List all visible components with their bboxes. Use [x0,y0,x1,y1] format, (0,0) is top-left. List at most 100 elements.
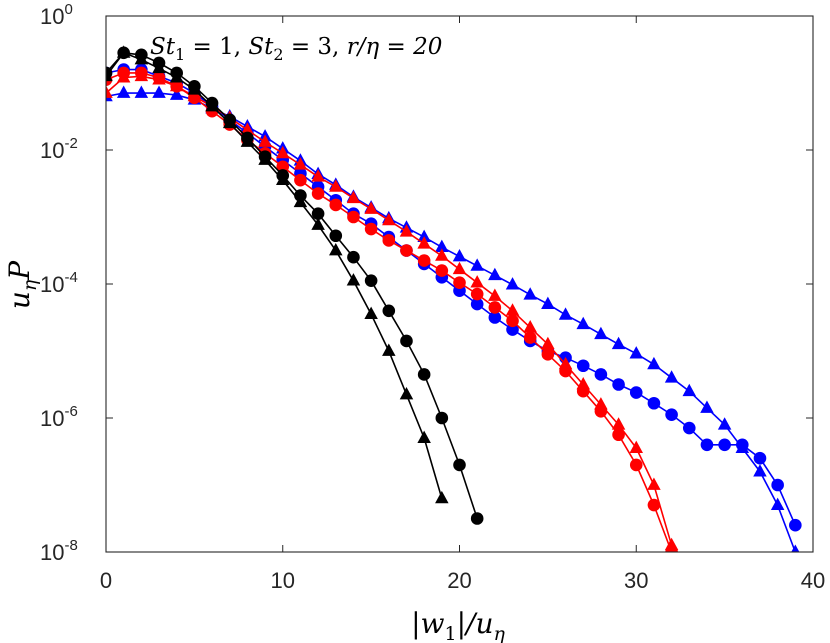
black-circle-marker [106,66,113,80]
red-triangle-marker [417,236,431,249]
black-circle-marker [417,368,431,381]
black-triangle-marker [382,343,396,356]
red-triangle-marker [346,190,361,204]
blue-triangle-marker [169,87,184,100]
blue-circle-line [106,68,797,526]
red-circle-marker [665,545,678,552]
st2-subscript: 2 [273,45,283,64]
series-clip-group [106,45,802,552]
blue-triangle-marker [647,356,661,370]
blue-circle-marker [682,421,696,435]
red-circle-marker [506,314,519,328]
black-circle-marker [453,458,466,472]
black-circle-marker [135,48,148,62]
blue-triangle-marker [470,258,484,271]
x-tick-label: 20 [447,568,471,593]
red-circle-marker [541,348,555,361]
black-triangle-marker [364,306,378,320]
red-circle-marker [647,498,661,512]
blue-circle-marker [700,438,714,452]
series-layer [106,45,802,552]
blue-triangle-marker [664,370,679,383]
y-tick-label: 10-2 [40,135,78,163]
y-axis-label: uηP [3,260,41,309]
red-triangle-marker [488,288,502,301]
st1-value: = 1, [185,34,248,60]
black-circle-marker [364,274,378,287]
red-triangle-marker [505,303,520,316]
red-circle-marker [523,331,537,344]
blue-triangle-marker [700,400,714,413]
red-triangle-marker [329,179,343,192]
black-circle-line [106,51,478,519]
black-circle-marker [329,229,343,243]
blue-circle-marker [594,368,608,381]
parameter-annotation: St1 = 1, St2 = 3, r/η = 20 [150,34,442,64]
black-circle-marker [276,169,290,182]
x-axis-label-right: |/u [457,607,494,640]
blue-triangle-marker [717,417,732,430]
blue-triangle-marker [753,464,767,477]
red-circle-marker [188,91,201,105]
blue-triangle-marker [791,544,800,552]
y-tick-base: 10 [40,138,64,163]
red-triangle-marker [106,85,113,98]
red-triangle-marker [647,477,661,490]
blue-circle-marker [771,478,784,492]
blue-triangle-marker [152,85,166,98]
blue-circle-marker [506,323,519,336]
st2-value: = 3, [284,34,347,60]
y-tick-label: 10-8 [40,537,78,565]
red-triangle-marker [399,224,414,237]
blue-triangle-marker [523,287,537,300]
black-circle-marker [117,46,130,60]
red-triangle-marker [364,201,378,214]
red-triangle-marker [452,261,467,275]
blue-triangle-marker [435,239,449,253]
y-tick-label: 10-4 [40,269,78,297]
red-circle-marker [152,71,166,84]
black-circle-marker [311,207,325,220]
blue-circle-marker [753,451,767,465]
x-tick-label: 40 [801,568,825,593]
black-circle-marker [382,304,396,318]
black-triangle-marker [399,387,414,400]
blue-triangle-marker [629,346,643,359]
st2-symbol: St [248,34,274,60]
y-tick-exponent: -4 [64,269,77,286]
red-circle-marker [329,198,343,212]
blue-triangle-marker [452,249,467,262]
blue-triangle-marker [770,497,785,510]
black-triangle-marker [435,490,449,504]
red-circle-marker [364,222,378,236]
blue-circle-marker [647,396,661,410]
red-circle-marker [594,405,608,418]
blue-triangle-marker [611,336,626,350]
blue-triangle-marker [116,85,131,98]
red-circle-marker [629,458,643,472]
blue-circle-marker [576,359,590,373]
x-axis-label-sub: 1 [445,623,457,643]
red-triangle-marker [293,157,308,170]
red-triangle-marker [311,169,325,182]
red-triangle-marker [240,122,255,135]
red-circle-marker [347,210,360,224]
st1-symbol: St [150,34,176,60]
red-circle-marker [276,160,290,174]
y-tick-exponent: -6 [64,403,77,420]
st1-subscript: 1 [175,45,185,64]
blue-triangle-marker [505,277,520,290]
y-tick-label: 10-6 [40,403,78,431]
black-triangle-marker [417,430,431,443]
x-tick-label: 10 [271,568,295,593]
blue-circle-marker [629,386,643,399]
red-circle-marker [559,364,572,378]
blue-triangle-marker [541,296,555,309]
x-axis-label-sub2: η [494,623,506,643]
red-triangle-marker [611,417,626,430]
x-axis-label-var: w [421,607,445,640]
red-circle-marker [612,428,625,442]
black-circle-marker [470,512,484,525]
black-circle-marker [241,131,254,145]
